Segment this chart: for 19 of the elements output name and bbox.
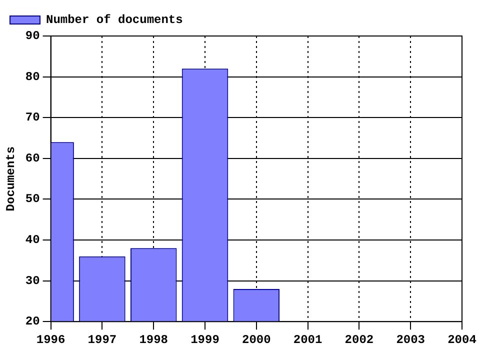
y-tick-label: 20 [25, 314, 40, 329]
x-tick-label: 2000 [242, 332, 271, 347]
legend-label: Number of documents [46, 13, 183, 28]
y-axis-title: Documents [4, 146, 18, 212]
y-tick-label: 70 [25, 110, 40, 125]
x-tick-label: 1997 [88, 332, 117, 347]
y-tick-label: 50 [25, 192, 40, 206]
x-tick-label: 1996 [36, 332, 66, 347]
x-tick-label: 1999 [190, 332, 220, 347]
y-tick-label: 80 [25, 70, 40, 84]
y-tick-label: 40 [25, 233, 40, 248]
x-tick-label: 2003 [396, 332, 426, 347]
y-tick-label: 90 [25, 29, 40, 44]
x-tick-label: 2004 [448, 332, 476, 347]
x-tick-label: 2002 [344, 332, 374, 347]
y-tick-label: 30 [25, 274, 40, 288]
x-tick-label: 2001 [293, 332, 322, 347]
x-tick-label: 1998 [139, 332, 168, 347]
y-tick-label: 60 [25, 151, 40, 166]
